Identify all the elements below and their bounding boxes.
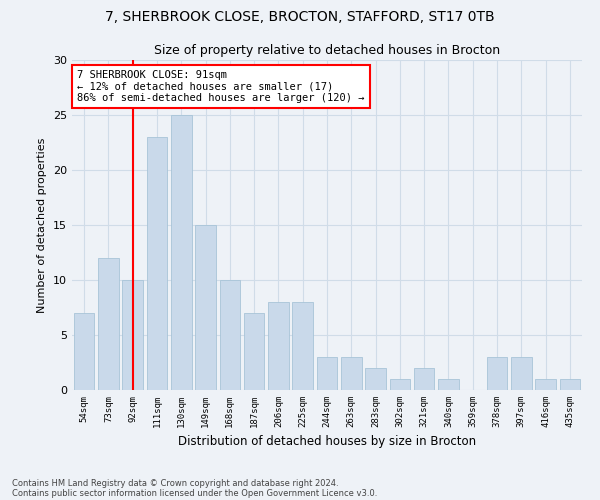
Bar <box>122 280 143 390</box>
Bar <box>487 357 508 390</box>
Text: Contains public sector information licensed under the Open Government Licence v3: Contains public sector information licen… <box>12 488 377 498</box>
Bar <box>220 280 240 390</box>
Bar <box>389 379 410 390</box>
Bar <box>560 379 580 390</box>
Y-axis label: Number of detached properties: Number of detached properties <box>37 138 47 312</box>
Bar <box>146 137 167 390</box>
Bar <box>195 225 216 390</box>
Bar <box>414 368 434 390</box>
Text: 7, SHERBROOK CLOSE, BROCTON, STAFFORD, ST17 0TB: 7, SHERBROOK CLOSE, BROCTON, STAFFORD, S… <box>105 10 495 24</box>
Bar <box>511 357 532 390</box>
Text: Contains HM Land Registry data © Crown copyright and database right 2024.: Contains HM Land Registry data © Crown c… <box>12 478 338 488</box>
Bar <box>292 302 313 390</box>
Bar <box>535 379 556 390</box>
X-axis label: Distribution of detached houses by size in Brocton: Distribution of detached houses by size … <box>178 436 476 448</box>
Bar <box>365 368 386 390</box>
Bar <box>268 302 289 390</box>
Bar <box>317 357 337 390</box>
Bar <box>438 379 459 390</box>
Bar <box>171 115 191 390</box>
Text: 7 SHERBROOK CLOSE: 91sqm
← 12% of detached houses are smaller (17)
86% of semi-d: 7 SHERBROOK CLOSE: 91sqm ← 12% of detach… <box>77 70 365 103</box>
Bar <box>74 313 94 390</box>
Bar <box>244 313 265 390</box>
Bar <box>341 357 362 390</box>
Title: Size of property relative to detached houses in Brocton: Size of property relative to detached ho… <box>154 44 500 58</box>
Bar <box>98 258 119 390</box>
